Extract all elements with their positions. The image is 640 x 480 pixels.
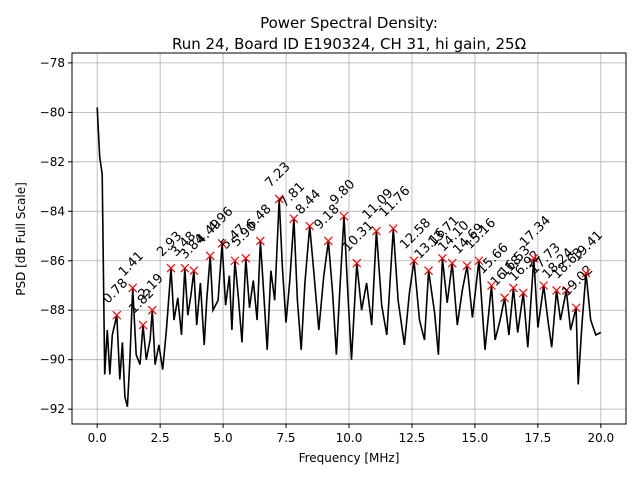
peak-marker bbox=[571, 303, 581, 313]
peak-label: 9.80 bbox=[327, 177, 358, 208]
peak-marker bbox=[230, 256, 240, 266]
chart-title: Power Spectral Density: bbox=[260, 14, 438, 32]
peak-label: 1.41 bbox=[116, 249, 147, 280]
chart-subtitle: Run 24, Board ID E190324, CH 31, hi gain… bbox=[172, 35, 526, 53]
peak-marker bbox=[539, 281, 549, 290]
peak-marker bbox=[409, 256, 419, 266]
peak-marker bbox=[352, 258, 362, 268]
x-tick-label: 17.5 bbox=[525, 431, 552, 445]
peak-marker bbox=[581, 268, 591, 278]
peak-marker bbox=[112, 310, 122, 320]
peak-marker bbox=[128, 283, 138, 293]
peak-marker bbox=[509, 283, 518, 293]
peak-marker bbox=[552, 286, 561, 295]
x-tick-label: 15.0 bbox=[462, 431, 489, 445]
peak-marker bbox=[241, 253, 251, 263]
x-tick-label: 12.5 bbox=[399, 431, 426, 445]
peak-label: 7.23 bbox=[262, 160, 293, 191]
plot-frame bbox=[71, 52, 627, 425]
y-tick-label: −82 bbox=[40, 155, 65, 169]
y-tick-label: −80 bbox=[40, 105, 65, 119]
x-axis-label: Frequency [MHz] bbox=[299, 451, 400, 465]
x-tick-label: 5.0 bbox=[214, 431, 233, 445]
x-tick-label: 0.0 bbox=[88, 431, 107, 445]
peak-marker bbox=[339, 211, 349, 221]
peak-marker bbox=[424, 266, 433, 276]
peak-marker bbox=[462, 261, 472, 271]
peak-marker bbox=[289, 214, 299, 224]
peak-marker bbox=[305, 221, 315, 231]
spectrum-line bbox=[96, 107, 602, 407]
peak-marker bbox=[180, 263, 190, 273]
y-tick-label: −92 bbox=[40, 402, 65, 416]
peak-marker bbox=[438, 253, 447, 263]
peak-marker bbox=[518, 288, 528, 298]
peak-marker bbox=[474, 256, 484, 266]
y-tick-label: −78 bbox=[40, 56, 65, 70]
peak-marker bbox=[500, 293, 510, 303]
x-tick-label: 2.5 bbox=[151, 431, 170, 445]
peak-marker bbox=[274, 194, 284, 204]
peak-label: 6.48 bbox=[244, 202, 275, 233]
peak-marker bbox=[255, 236, 265, 246]
peak-marker bbox=[372, 226, 381, 236]
peak-marker bbox=[529, 253, 539, 263]
x-tick-label: 10.0 bbox=[336, 431, 363, 445]
peak-label: 0.78 bbox=[100, 276, 131, 307]
peak-marker bbox=[205, 251, 215, 261]
x-tick-label: 20.0 bbox=[587, 431, 614, 445]
peak-marker bbox=[217, 239, 227, 248]
peak-marker bbox=[166, 263, 176, 273]
y-tick-label: −90 bbox=[40, 353, 65, 367]
peak-marker bbox=[561, 286, 571, 295]
x-tick-label: 7.5 bbox=[276, 431, 295, 445]
peak-marker bbox=[447, 258, 457, 268]
peak-marker bbox=[138, 320, 148, 330]
y-tick-label: −88 bbox=[40, 303, 65, 317]
y-tick-label: −86 bbox=[40, 254, 65, 268]
peak-marker bbox=[189, 266, 199, 276]
y-tick-label: −84 bbox=[40, 204, 65, 218]
y-axis-label: PSD [dB Full Scale] bbox=[14, 182, 28, 296]
peak-marker bbox=[388, 224, 398, 234]
peak-marker bbox=[487, 281, 496, 290]
peak-marker bbox=[323, 236, 333, 246]
peak-marker bbox=[147, 305, 157, 315]
